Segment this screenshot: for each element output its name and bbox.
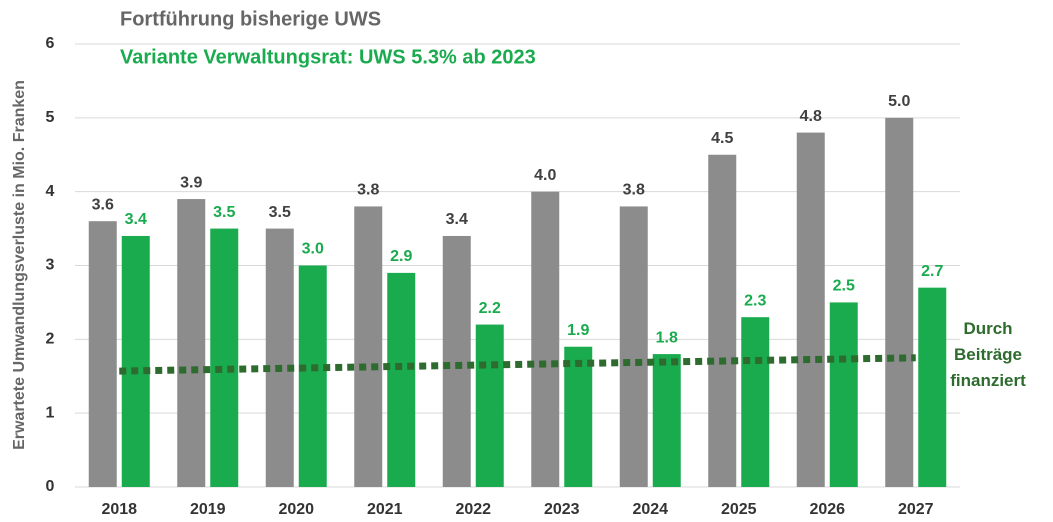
y-tick-label: 1 <box>46 404 55 421</box>
value-label: 2.5 <box>833 278 855 295</box>
bar <box>796 132 825 487</box>
value-label: 3.9 <box>180 174 202 191</box>
value-label: 1.9 <box>567 322 589 339</box>
bar <box>564 346 593 487</box>
value-label: 4.8 <box>800 108 822 125</box>
bar <box>708 154 737 487</box>
bar <box>442 235 471 487</box>
x-tick-label: 2021 <box>367 501 403 518</box>
bar <box>531 191 560 487</box>
bar <box>210 228 239 488</box>
bar <box>121 235 150 487</box>
dotted-line <box>119 354 916 375</box>
value-label: 3.4 <box>125 211 147 228</box>
bar <box>354 206 383 487</box>
value-label: 3.8 <box>623 182 645 199</box>
x-tick-label: 2027 <box>898 501 934 518</box>
value-label: 3.5 <box>269 204 291 221</box>
y-tick-label: 2 <box>46 331 55 348</box>
x-tick-label: 2024 <box>632 501 668 518</box>
y-tick-label: 3 <box>46 257 55 274</box>
value-label: 2.9 <box>390 248 412 265</box>
y-tick-label: 0 <box>46 478 55 495</box>
bar <box>177 199 206 488</box>
value-label: 2.7 <box>921 263 943 280</box>
value-label: 5.0 <box>888 93 910 110</box>
x-tick-label: 2026 <box>809 501 845 518</box>
bar <box>298 265 327 487</box>
bar <box>885 117 914 487</box>
line-annotation: Durch Beiträge finanziert <box>950 319 1026 390</box>
x-tick-label: 2023 <box>544 501 580 518</box>
value-label: 1.8 <box>656 329 678 346</box>
bar <box>387 272 416 487</box>
bar <box>829 302 858 487</box>
bar <box>918 287 947 487</box>
value-label: 3.8 <box>357 182 379 199</box>
value-label: 4.5 <box>711 130 733 147</box>
value-label: 3.0 <box>302 241 324 258</box>
value-label: 3.4 <box>446 211 468 228</box>
value-label: 4.0 <box>534 167 556 184</box>
y-axis-title: Erwartete Umwandlungsverluste in Mio. Fr… <box>11 80 28 450</box>
value-label: 2.3 <box>744 292 766 309</box>
bar <box>652 354 681 487</box>
value-label: 2.2 <box>479 300 501 317</box>
x-tick-label: 2019 <box>190 501 226 518</box>
bar <box>475 324 504 487</box>
bar <box>88 221 117 487</box>
bar <box>619 206 648 487</box>
bar <box>741 317 770 487</box>
value-label: 3.5 <box>213 204 235 221</box>
y-tick-label: 5 <box>46 109 55 126</box>
x-tick-label: 2018 <box>101 501 137 518</box>
legend-entry: Fortführung bisherige UWS <box>120 8 381 30</box>
x-tick-label: 2025 <box>721 501 757 518</box>
y-tick-label: 6 <box>46 35 55 52</box>
x-tick-label: 2022 <box>455 501 491 518</box>
legend-entry: Variante Verwaltungsrat: UWS 5.3% ab 202… <box>120 46 536 68</box>
value-label: 3.6 <box>92 196 114 213</box>
bar <box>265 228 294 488</box>
x-tick-label: 2020 <box>278 501 314 518</box>
y-tick-label: 4 <box>46 183 55 200</box>
